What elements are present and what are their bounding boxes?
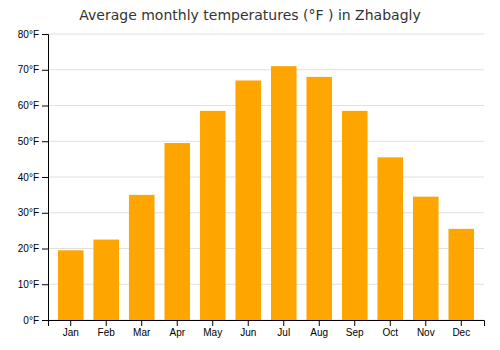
tick: Apr	[169, 320, 185, 338]
bar	[413, 197, 439, 320]
grid	[48, 34, 484, 320]
tick-mark	[42, 106, 48, 107]
tick-label: Aug	[310, 327, 328, 338]
title: Average monthly temperatures (°F ) in Zh…	[79, 7, 420, 23]
tick-label: 0°F	[23, 315, 39, 326]
tick-label: 40°F	[18, 172, 39, 183]
tick-mark	[42, 34, 48, 35]
tick-label: 60°F	[18, 100, 39, 111]
tick-mark	[319, 320, 320, 326]
tick: Mar	[133, 320, 151, 338]
chart: Average monthly temperatures (°F ) in Zh…	[0, 0, 500, 350]
grid-line	[48, 69, 484, 70]
tick-mark	[42, 141, 48, 142]
tick-mark	[42, 320, 48, 321]
tick: 20°F	[18, 243, 48, 254]
tick: 50°F	[18, 136, 48, 147]
grid-line	[48, 177, 484, 178]
tick-mark	[248, 320, 249, 326]
bar	[342, 111, 368, 320]
x-axis: Jan Feb Mar Apr May Jun Jul Aug Sep Oct Nov Dec	[49, 320, 485, 338]
tick: Jul	[277, 320, 290, 338]
tick-label: 10°F	[18, 279, 39, 290]
bar	[235, 80, 261, 320]
axis-line	[42, 35, 49, 321]
tick: Aug	[310, 320, 328, 338]
tick-mark	[461, 320, 462, 326]
bar	[306, 77, 332, 320]
tick-mark	[42, 284, 48, 285]
grid-line	[48, 141, 484, 142]
tick-mark	[42, 70, 48, 71]
bar	[200, 111, 226, 320]
bar	[377, 157, 403, 320]
tick: 10°F	[18, 279, 48, 290]
tick-label: Jun	[240, 327, 256, 338]
tick-mark	[141, 320, 142, 326]
tick-label: Oct	[382, 327, 398, 338]
tick-mark	[177, 320, 178, 326]
bars	[58, 66, 474, 320]
tick-mark	[354, 320, 355, 326]
tick-label: May	[203, 327, 222, 338]
bar	[271, 66, 297, 320]
tick-label: Jan	[63, 327, 79, 338]
tick-label: Mar	[133, 327, 151, 338]
tick: Nov	[417, 320, 435, 338]
tick-label: Nov	[417, 327, 435, 338]
tick-mark	[42, 213, 48, 214]
bar	[58, 250, 84, 320]
tick-label: 70°F	[18, 64, 39, 75]
bar	[448, 229, 474, 320]
grid-line	[48, 34, 484, 35]
tick: Feb	[98, 320, 116, 338]
tick-mark	[283, 320, 284, 326]
tick: Oct	[382, 320, 398, 338]
tick-label: Apr	[169, 327, 185, 338]
tick: 30°F	[18, 207, 48, 218]
tick-label: 20°F	[18, 243, 39, 254]
tick: 0°F	[23, 315, 48, 326]
tick: Dec	[452, 320, 470, 338]
tick-label: 30°F	[18, 207, 39, 218]
tick: 40°F	[18, 172, 48, 183]
tick-label: Dec	[452, 327, 470, 338]
tick-label: Jul	[277, 327, 290, 338]
axis-line	[49, 321, 485, 327]
bar	[164, 143, 190, 320]
plot: 0°F 10°F 20°F 30°F 40°F 50°F 60°F 70°F 80°F Jan Fe…	[18, 29, 485, 338]
y-axis: 0°F 10°F 20°F 30°F 40°F 50°F 60°F 70°F 80°F	[18, 29, 49, 326]
tick-label: 80°F	[18, 29, 39, 40]
tick-label: Sep	[346, 327, 364, 338]
tick: 70°F	[18, 64, 48, 75]
tick-mark	[390, 320, 391, 326]
grid-line	[48, 105, 484, 106]
chart-container: Average monthly temperatures (°F ) in Zh…	[0, 0, 500, 350]
tick: Jun	[240, 320, 256, 338]
tick-mark	[212, 320, 213, 326]
tick-mark	[42, 177, 48, 178]
tick: Sep	[346, 320, 364, 338]
tick-label: 50°F	[18, 136, 39, 147]
tick-mark	[425, 320, 426, 326]
tick: May	[203, 320, 222, 338]
tick: 60°F	[18, 100, 48, 111]
tick-mark	[106, 320, 107, 326]
bar	[93, 240, 119, 320]
tick-mark	[70, 320, 71, 326]
tick-mark	[42, 249, 48, 250]
tick-label: Feb	[98, 327, 116, 338]
tick: Jan	[63, 320, 79, 338]
tick: 80°F	[18, 29, 48, 40]
bar	[129, 195, 155, 320]
